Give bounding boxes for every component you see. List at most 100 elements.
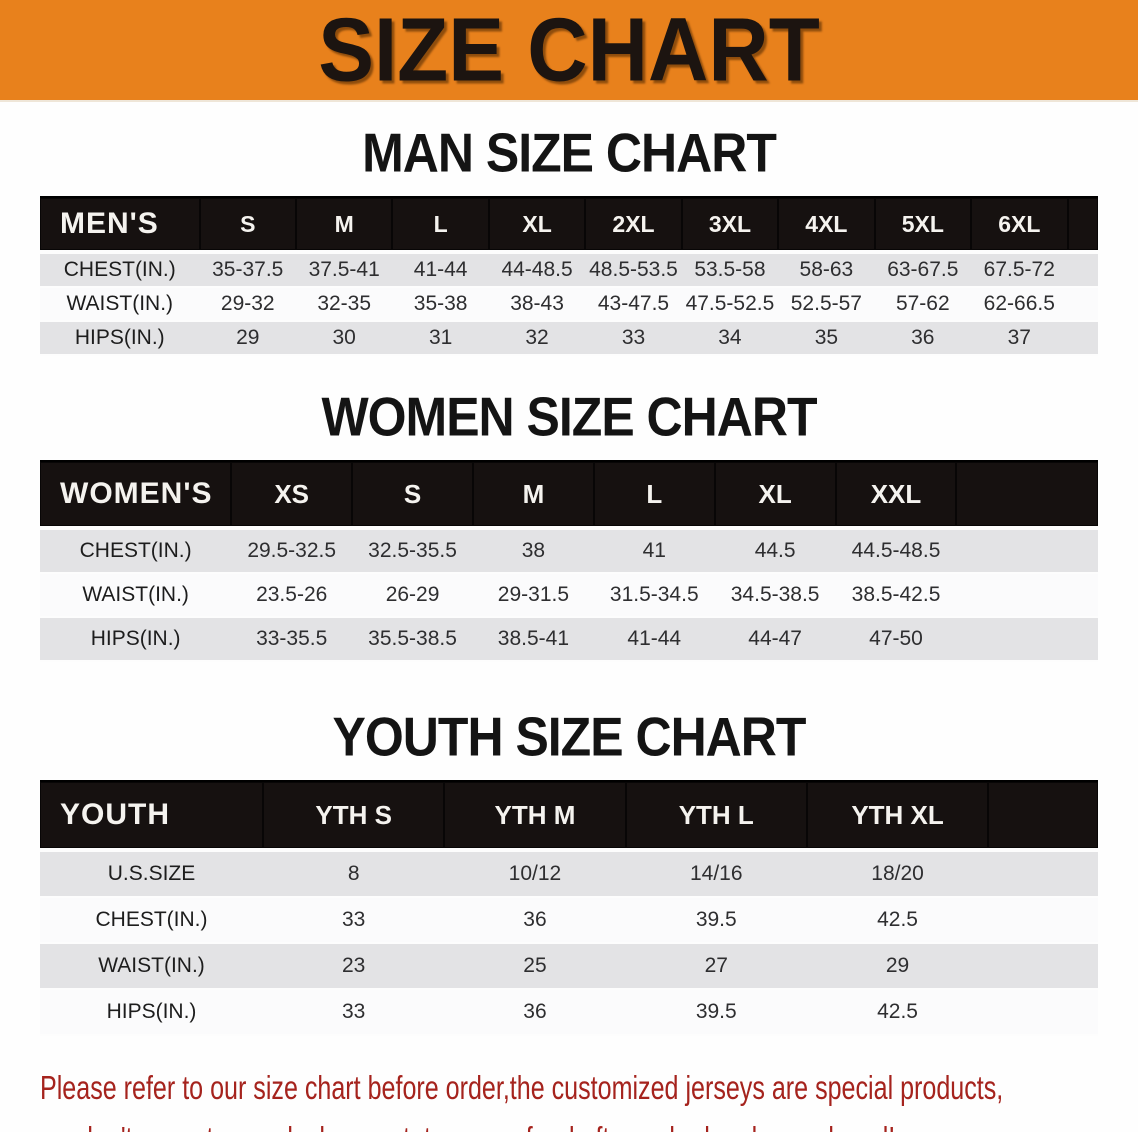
women-section-title: WOMEN SIZE CHART bbox=[0, 356, 1138, 445]
filler-cell bbox=[1067, 196, 1098, 254]
size-value-cell: 29-32 bbox=[199, 287, 296, 322]
size-table-row: WAIST(IN.) 23.5-26 26-29 29-31.5 31.5-34.5 34… bbox=[40, 573, 1098, 618]
size-value-cell: 29-31.5 bbox=[472, 573, 594, 618]
size-value-cell: 32-35 bbox=[295, 287, 393, 322]
size-table-row: HIPS(IN.) 29 30 31 32 33 34 35 36 37 bbox=[40, 321, 1098, 356]
size-value-cell: 41-44 bbox=[392, 252, 489, 288]
size-column-header: XXL bbox=[835, 460, 957, 530]
size-value-cell: 8 bbox=[263, 850, 445, 898]
filler-cell bbox=[956, 460, 1098, 530]
size-value-cell: 52.5-57 bbox=[778, 287, 875, 322]
row-label: HIPS(IN.) bbox=[40, 617, 232, 662]
size-value-cell: 42.5 bbox=[806, 897, 989, 944]
size-table-header-row: YOUTH YTH S YTH M YTH L YTH XL bbox=[40, 780, 1098, 852]
size-value-cell: 30 bbox=[295, 321, 393, 356]
size-value-cell: 29.5-32.5 bbox=[231, 528, 353, 574]
size-value-cell: 33 bbox=[263, 897, 445, 944]
size-value-cell: 58-63 bbox=[778, 252, 875, 288]
size-column-header: 2XL bbox=[585, 196, 682, 254]
row-label: WAIST(IN.) bbox=[40, 287, 200, 322]
size-value-cell: 37.5-41 bbox=[295, 252, 393, 288]
size-column-header: YTH M bbox=[444, 780, 626, 852]
size-column-header: YTH XL bbox=[806, 780, 989, 852]
size-value-cell: 47-50 bbox=[835, 617, 957, 662]
filler-cell bbox=[988, 943, 1098, 990]
size-value-cell: 57-62 bbox=[874, 287, 972, 322]
size-value-cell: 27 bbox=[625, 943, 807, 990]
size-column-header: M bbox=[295, 196, 393, 254]
size-value-cell: 44.5-48.5 bbox=[835, 528, 957, 574]
men-section: MAN SIZE CHART MEN'S S M L XL 2XL 3XL 4XL 5XL 6XL… bbox=[0, 102, 1138, 356]
size-value-cell: 35 bbox=[778, 321, 875, 356]
size-value-cell: 26-29 bbox=[352, 573, 473, 618]
womens-size-table: WOMEN'S XS S M L XL XXL CHEST(IN.) 29.5-32.5 32.5… bbox=[40, 460, 1098, 662]
row-label: HIPS(IN.) bbox=[40, 989, 264, 1036]
size-value-cell: 38.5-41 bbox=[472, 617, 594, 662]
size-value-cell: 33-35.5 bbox=[231, 617, 353, 662]
filler-cell bbox=[956, 528, 1098, 574]
size-value-cell: 14/16 bbox=[625, 850, 807, 898]
youth-size-table: YOUTH YTH S YTH M YTH L YTH XL U.S.SIZE 8 10/12… bbox=[40, 780, 1098, 1036]
row-label: WAIST(IN.) bbox=[40, 943, 264, 990]
size-value-cell: 37 bbox=[971, 321, 1068, 356]
size-table-row: WAIST(IN.) 23 25 27 29 bbox=[40, 943, 1098, 990]
size-column-header: 4XL bbox=[778, 196, 875, 254]
size-value-cell: 23 bbox=[263, 943, 445, 990]
size-value-cell: 34 bbox=[681, 321, 779, 356]
disclaimer-line-1: Please refer to our size chart before or… bbox=[40, 1069, 1004, 1106]
size-table-row: WAIST(IN.) 29-32 32-35 35-38 38-43 43-47.5 47.… bbox=[40, 287, 1098, 322]
size-table-row: CHEST(IN.) 35-37.5 37.5-41 41-44 44-48.5 48.5… bbox=[40, 252, 1098, 288]
size-table-row: HIPS(IN.) 33-35.5 35.5-38.5 38.5-41 41-44 44-… bbox=[40, 617, 1098, 662]
filler-cell bbox=[988, 989, 1098, 1036]
filler-cell bbox=[956, 573, 1098, 618]
size-value-cell: 25 bbox=[444, 943, 626, 990]
filler-cell bbox=[988, 780, 1098, 852]
youth-section-title: YOUTH SIZE CHART bbox=[0, 662, 1138, 765]
size-table-header-row: MEN'S S M L XL 2XL 3XL 4XL 5XL 6XL bbox=[40, 196, 1098, 254]
size-table-row: CHEST(IN.) 29.5-32.5 32.5-35.5 38 41 44.5 44.5… bbox=[40, 528, 1098, 574]
size-column-header: 6XL bbox=[971, 196, 1068, 254]
size-value-cell: 36 bbox=[444, 897, 626, 944]
row-label: CHEST(IN.) bbox=[40, 528, 232, 574]
youth-section: YOUTH SIZE CHART YOUTH YTH S YTH M YTH L YTH… bbox=[0, 662, 1138, 1036]
table-corner-label: WOMEN'S bbox=[40, 460, 232, 530]
size-column-header: YTH L bbox=[625, 780, 807, 852]
row-label: HIPS(IN.) bbox=[40, 321, 200, 356]
size-value-cell: 53.5-58 bbox=[681, 252, 779, 288]
filler-cell bbox=[956, 617, 1098, 662]
size-table-row: U.S.SIZE 8 10/12 14/16 18/20 bbox=[40, 850, 1098, 898]
size-value-cell: 32 bbox=[488, 321, 586, 356]
size-value-cell: 10/12 bbox=[444, 850, 626, 898]
size-value-cell: 31.5-34.5 bbox=[593, 573, 715, 618]
size-value-cell: 39.5 bbox=[625, 897, 807, 944]
size-value-cell: 43-47.5 bbox=[585, 287, 682, 322]
size-value-cell: 62-66.5 bbox=[971, 287, 1068, 322]
size-column-header: S bbox=[199, 196, 296, 254]
size-column-header: XL bbox=[714, 460, 836, 530]
size-value-cell: 44.5 bbox=[714, 528, 836, 574]
disclaimer: Please refer to our size chart before or… bbox=[40, 1062, 1138, 1132]
row-label: CHEST(IN.) bbox=[40, 897, 264, 944]
size-column-header: S bbox=[352, 460, 473, 530]
size-column-header: XS bbox=[231, 460, 353, 530]
row-label: U.S.SIZE bbox=[40, 850, 264, 898]
size-value-cell: 29 bbox=[806, 943, 989, 990]
banner-title: SIZE CHART bbox=[318, 0, 820, 100]
mens-size-table: MEN'S S M L XL 2XL 3XL 4XL 5XL 6XL CHEST(IN.) 35-37… bbox=[40, 196, 1098, 356]
size-value-cell: 38.5-42.5 bbox=[835, 573, 957, 618]
size-value-cell: 34.5-38.5 bbox=[714, 573, 836, 618]
filler-cell bbox=[988, 897, 1098, 944]
size-value-cell: 29 bbox=[199, 321, 296, 356]
size-column-header: L bbox=[593, 460, 715, 530]
size-value-cell: 38 bbox=[472, 528, 594, 574]
men-section-title: MAN SIZE CHART bbox=[0, 102, 1138, 181]
women-section: WOMEN SIZE CHART WOMEN'S XS S M L XL XXL CHEST(… bbox=[0, 356, 1138, 662]
size-value-cell: 33 bbox=[263, 989, 445, 1036]
size-value-cell: 47.5-52.5 bbox=[681, 287, 779, 322]
table-corner-label: YOUTH bbox=[40, 780, 264, 852]
size-value-cell: 23.5-26 bbox=[231, 573, 353, 618]
size-column-header: 5XL bbox=[874, 196, 972, 254]
size-value-cell: 18/20 bbox=[806, 850, 989, 898]
size-value-cell: 44-48.5 bbox=[488, 252, 586, 288]
